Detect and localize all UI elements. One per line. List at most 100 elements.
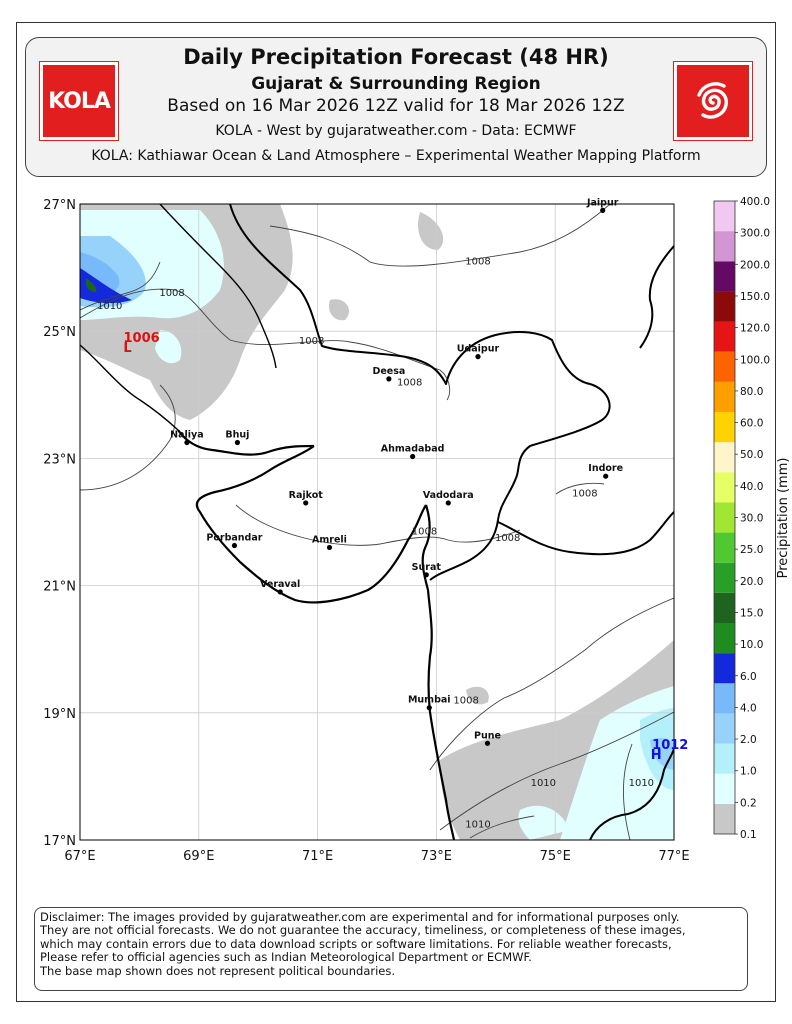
border-maharashtra-karnataka bbox=[589, 747, 674, 840]
saurashtra-coast bbox=[195, 445, 427, 604]
city-label: Indore bbox=[588, 463, 623, 474]
colorbar-tick-label: 15.0 bbox=[740, 607, 763, 619]
colorbar-tick-label: 400.0 bbox=[740, 196, 770, 208]
map-gridlines bbox=[80, 204, 674, 840]
colorbar-tick-label: 25.0 bbox=[740, 544, 763, 556]
border-pakistan-india bbox=[159, 204, 277, 369]
map-axes: 27°N 25°N 23°N 21°N 19°N 17°N67°E 69°E 71°E 73°E… bbox=[43, 198, 689, 864]
city-marker bbox=[277, 589, 283, 595]
colorbar-tick-label: 120.0 bbox=[740, 323, 770, 335]
border-rajasthan bbox=[229, 204, 611, 479]
latitude-tick-label: 17°N bbox=[43, 834, 76, 849]
map-subtitle: Gujarat & Surrounding Region bbox=[251, 74, 541, 94]
precip-patch-north-1 bbox=[418, 212, 444, 250]
isobar-low-ring bbox=[80, 384, 176, 491]
latitude-tick-label: 19°N bbox=[43, 707, 76, 722]
kola-logo: KOLA bbox=[39, 61, 119, 141]
colorbar-swatch bbox=[714, 261, 735, 292]
isobar-1010-bottom bbox=[469, 815, 535, 839]
colorbar-tick-label: 1.0 bbox=[740, 766, 757, 778]
pressure-center-symbol: H bbox=[651, 748, 662, 763]
colorbar-swatch bbox=[714, 562, 735, 593]
colorbar-tick-label: 80.0 bbox=[740, 386, 763, 398]
pressure-center-value: 1006 bbox=[124, 331, 160, 346]
city-marker bbox=[410, 453, 416, 460]
platform-line: KOLA: Kathiawar Ocean & Land Atmosphere … bbox=[91, 148, 701, 164]
colorbar-swatch bbox=[714, 653, 735, 684]
disclaimer-line: Please refer to official agencies such a… bbox=[40, 950, 532, 965]
colorbar-tick-label: 40.0 bbox=[740, 481, 763, 493]
isobar-1010-south bbox=[439, 711, 674, 831]
city-label: Jaipur bbox=[586, 197, 619, 208]
latitude-tick-label: 27°N bbox=[43, 198, 76, 213]
city-label: Veraval bbox=[260, 579, 300, 590]
isobar-label: 1008 bbox=[453, 695, 478, 706]
city-label: Ahmadabad bbox=[381, 443, 445, 454]
precip-patch-nw-core bbox=[80, 268, 132, 304]
isobar-1008-ghats bbox=[429, 597, 674, 771]
latitude-tick-label: 23°N bbox=[43, 452, 76, 467]
city-label: Bhuj bbox=[225, 430, 249, 441]
colorbar-tick-label: 300.0 bbox=[740, 228, 770, 240]
city-label: Surat bbox=[412, 562, 442, 573]
isobar-label: 1008 bbox=[159, 288, 184, 299]
border-maharashtra-north bbox=[497, 511, 674, 556]
colorbar-tick-label: 0.2 bbox=[740, 797, 757, 809]
west-coast-south bbox=[426, 589, 456, 840]
latitude-tick-label: 21°N bbox=[43, 580, 76, 595]
pakistan-coast bbox=[80, 344, 179, 431]
isobar-1008-north bbox=[269, 204, 611, 267]
isobar-label: 1010 bbox=[531, 778, 556, 789]
kutch-coast bbox=[177, 429, 315, 456]
colorbar-swatch bbox=[714, 442, 735, 473]
map-title: Daily Precipitation Forecast (48 HR) bbox=[183, 45, 609, 69]
isobar-label: 1008 bbox=[412, 527, 437, 538]
city-marker bbox=[600, 207, 606, 213]
longitude-tick-label: 75°E bbox=[540, 849, 571, 864]
city-label: Porbandar bbox=[206, 533, 262, 544]
city-marker bbox=[303, 500, 309, 506]
colorbar-tick-label: 10.0 bbox=[740, 639, 763, 651]
city-marker bbox=[234, 439, 241, 446]
colorbar-tick-label: 150.0 bbox=[740, 291, 770, 303]
isobar-label: 1008 bbox=[397, 377, 422, 388]
city-marker bbox=[184, 439, 190, 446]
precip-patch-ghats bbox=[466, 686, 489, 705]
colorbar-swatch bbox=[714, 291, 735, 322]
city-label: Udaipur bbox=[457, 344, 500, 355]
pressure-center-value: 1012 bbox=[652, 738, 688, 753]
cyclone-spiral-icon bbox=[673, 61, 753, 141]
colorbar-tick-label: 6.0 bbox=[740, 671, 757, 683]
isobar-label: 1008 bbox=[495, 533, 520, 544]
colorbar-tick-label: 200.0 bbox=[740, 259, 770, 271]
colorbar-tick-label: 30.0 bbox=[740, 513, 763, 525]
isobar-1008-west bbox=[80, 288, 451, 401]
city-marker bbox=[423, 572, 429, 578]
colorbar-swatch bbox=[714, 351, 735, 382]
city-marker bbox=[231, 542, 238, 549]
colorbar-swatch bbox=[714, 713, 735, 744]
city-marker bbox=[445, 500, 451, 506]
colorbar-swatch bbox=[714, 803, 735, 834]
map-border bbox=[79, 203, 675, 841]
credit-line: KOLA - West by gujaratweather.com - Data… bbox=[215, 123, 577, 139]
colorbar-swatch bbox=[714, 592, 735, 623]
colorbar-swatch bbox=[714, 472, 735, 503]
precipitation-colorbar: 0.1 0.2 1.0 2.0 4.0 6.0 10.0 15.0 20.0 25.0 30.0 40… bbox=[713, 196, 791, 841]
city-marker bbox=[475, 354, 481, 360]
colorbar-tick-label: 0.1 bbox=[740, 829, 757, 841]
colorbar-tick-label: 2.0 bbox=[740, 734, 757, 746]
longitude-tick-label: 73°E bbox=[421, 849, 452, 864]
colorbar-tick-label: 100.0 bbox=[740, 354, 770, 366]
city-label: Pune bbox=[474, 730, 501, 741]
precip-patch-south-light-2 bbox=[518, 805, 570, 840]
precipitation-field bbox=[80, 204, 674, 840]
isobar-1008-gulf bbox=[235, 504, 521, 546]
longitude-tick-label: 67°E bbox=[64, 849, 95, 864]
city-label: Amreli bbox=[312, 534, 347, 545]
isobar-label: 1010 bbox=[97, 301, 122, 312]
colorbar-swatch bbox=[714, 201, 735, 232]
map-labels: Jaipur Udaipur Deesa Naliya Bhuj Ahmadabad Ind… bbox=[97, 197, 688, 830]
latitude-tick-label: 25°N bbox=[43, 325, 76, 340]
